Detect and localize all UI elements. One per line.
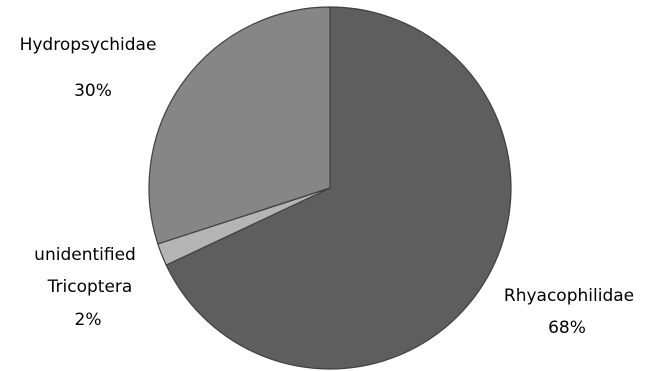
label-unidentified-line2: Tricoptera xyxy=(47,277,133,297)
value-label-rhyacophilidae: 68% xyxy=(548,318,586,338)
label-rhyacophilidae: Rhyacophilidae xyxy=(504,286,634,306)
value-label-hydropsychidae: 30% xyxy=(74,81,112,101)
pie-slice-rhyacophilidae xyxy=(165,6,512,370)
pie-slices xyxy=(148,6,512,370)
label-hydropsychidae: Hydropsychidae xyxy=(20,35,157,55)
label-unidentified-line1: unidentified xyxy=(34,245,136,265)
pie-slice-hydropsychidae xyxy=(148,6,331,245)
value-label-unidentified: 2% xyxy=(75,310,102,330)
